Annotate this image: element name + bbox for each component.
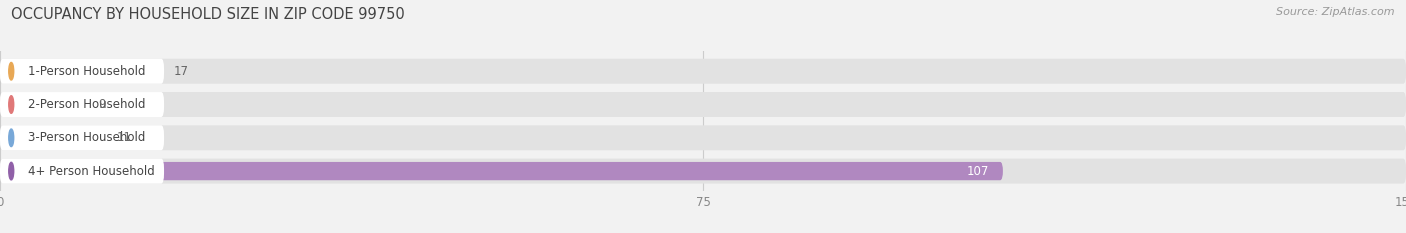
Text: OCCUPANCY BY HOUSEHOLD SIZE IN ZIP CODE 99750: OCCUPANCY BY HOUSEHOLD SIZE IN ZIP CODE …	[11, 7, 405, 22]
Circle shape	[8, 96, 14, 113]
Text: 4+ Person Household: 4+ Person Household	[28, 164, 155, 178]
FancyBboxPatch shape	[0, 59, 1406, 84]
Text: 2-Person Household: 2-Person Household	[28, 98, 146, 111]
Circle shape	[8, 129, 14, 147]
Text: 9: 9	[98, 98, 105, 111]
FancyBboxPatch shape	[0, 62, 159, 80]
FancyBboxPatch shape	[0, 95, 84, 114]
FancyBboxPatch shape	[0, 159, 1406, 184]
Text: 107: 107	[966, 164, 988, 178]
FancyBboxPatch shape	[0, 125, 165, 150]
Text: 3-Person Household: 3-Person Household	[28, 131, 145, 144]
Text: 11: 11	[117, 131, 132, 144]
Text: 1-Person Household: 1-Person Household	[28, 65, 146, 78]
Text: 17: 17	[173, 65, 188, 78]
FancyBboxPatch shape	[0, 162, 1002, 180]
FancyBboxPatch shape	[0, 159, 165, 184]
FancyBboxPatch shape	[0, 92, 165, 117]
FancyBboxPatch shape	[0, 92, 1406, 117]
FancyBboxPatch shape	[0, 59, 165, 84]
Text: Source: ZipAtlas.com: Source: ZipAtlas.com	[1277, 7, 1395, 17]
FancyBboxPatch shape	[0, 125, 1406, 150]
FancyBboxPatch shape	[0, 129, 103, 147]
Circle shape	[8, 162, 14, 180]
Circle shape	[8, 62, 14, 80]
